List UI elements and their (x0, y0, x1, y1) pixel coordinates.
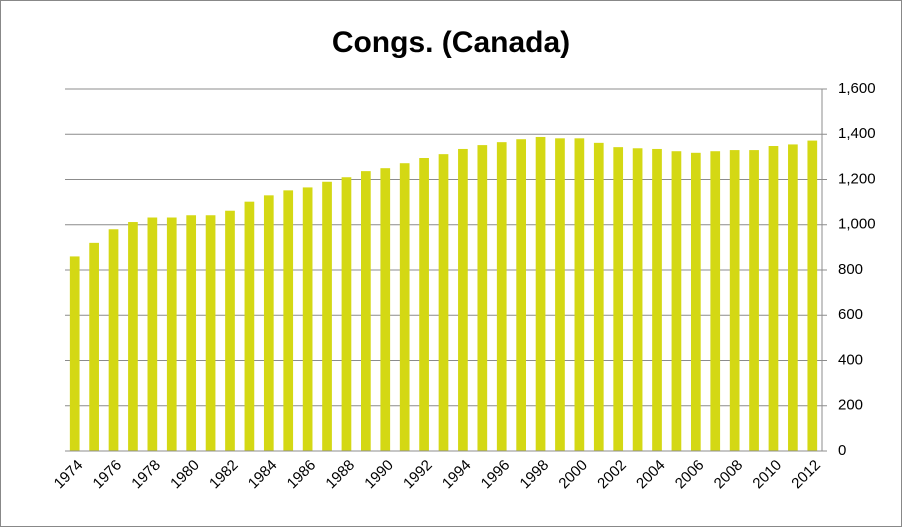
bar (671, 151, 682, 451)
bar (632, 148, 643, 451)
bar (186, 215, 197, 451)
bar (244, 201, 255, 451)
bar (613, 147, 624, 452)
bar (535, 136, 546, 451)
y-tick-label: 600 (838, 306, 863, 323)
y-tick-label: 0 (838, 442, 846, 459)
bar (574, 138, 585, 451)
bar (477, 145, 488, 452)
y-tick-label: 1,400 (838, 125, 876, 142)
bar (458, 148, 468, 452)
bar (807, 140, 818, 451)
bar (438, 154, 449, 451)
y-tick-label: 1,200 (838, 170, 876, 187)
y-tick-label: 800 (838, 261, 863, 278)
y-tick-label: 200 (838, 397, 863, 414)
y-tick-label: 1,600 (838, 80, 876, 97)
bar (283, 190, 294, 452)
bar (302, 187, 313, 451)
bar (263, 195, 274, 451)
bar (749, 150, 759, 451)
bar (652, 148, 662, 452)
y-tick-label: 1,000 (838, 216, 876, 233)
bar (593, 142, 604, 451)
y-tick-label: 400 (838, 351, 863, 368)
bar (166, 217, 177, 451)
chart-title: Congs. (Canada) (332, 26, 570, 59)
bar (690, 152, 701, 452)
bar (128, 222, 138, 451)
bar (361, 171, 371, 451)
bar (788, 144, 798, 451)
bar (516, 139, 526, 452)
bar (322, 181, 332, 451)
bar (380, 168, 391, 451)
bar (108, 229, 119, 451)
bar (69, 256, 80, 451)
bar (496, 142, 507, 451)
bar (555, 138, 565, 451)
bar (205, 215, 216, 451)
bar (399, 163, 410, 451)
bar (729, 150, 740, 451)
bar (225, 210, 235, 451)
bar (768, 146, 779, 451)
bar (341, 177, 352, 452)
bar (710, 151, 721, 451)
bar (89, 242, 99, 451)
bar (419, 158, 429, 451)
bar (147, 217, 158, 451)
